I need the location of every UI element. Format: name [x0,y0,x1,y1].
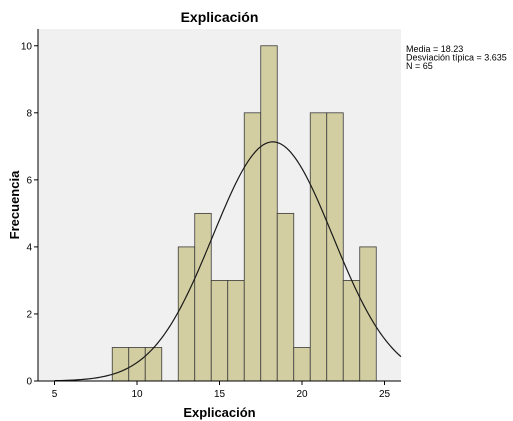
histogram-bar [276,212,295,382]
x-tick-label: 20 [296,389,308,400]
x-tick-label: 25 [379,389,391,400]
histogram-bar [243,112,262,382]
stats-line: N = 65 [406,61,433,71]
y-tick-label: 8 [26,108,32,119]
y-tick-label: 2 [26,309,32,320]
x-tick-label: 5 [52,389,58,400]
stats-line: Desviación típica = 3.635 [406,53,507,63]
y-tick-label: 6 [26,175,32,186]
y-axis-label: Frecuencia [7,170,22,239]
y-ticks: 0 2 4 6 8 10 [21,41,38,388]
histogram-bar [144,347,163,382]
y-tick-label: 4 [26,242,32,253]
histogram-bar [342,280,361,382]
y-tick-label: 0 [26,377,32,388]
histogram-bar [260,45,278,382]
histogram-bar [326,112,344,382]
y-tick-label: 10 [21,41,33,52]
normal-curve [54,141,402,382]
chart-title: Explicación [181,9,259,25]
histogram-bar [128,347,146,382]
x-ticks: 5 10 15 20 25 [52,381,391,400]
stats-line: Media = 18.23 [406,44,463,54]
x-tick-label: 15 [214,389,226,400]
histogram-bar [111,347,130,382]
histogram-bar [210,280,229,382]
histogram-bar [309,112,328,382]
histogram-bar [177,246,196,382]
x-tick-label: 10 [131,389,143,400]
histogram-bar [227,280,245,382]
histogram-bar [293,347,311,382]
histogram-bar [194,212,212,382]
x-axis-label: Explicación [183,405,255,420]
